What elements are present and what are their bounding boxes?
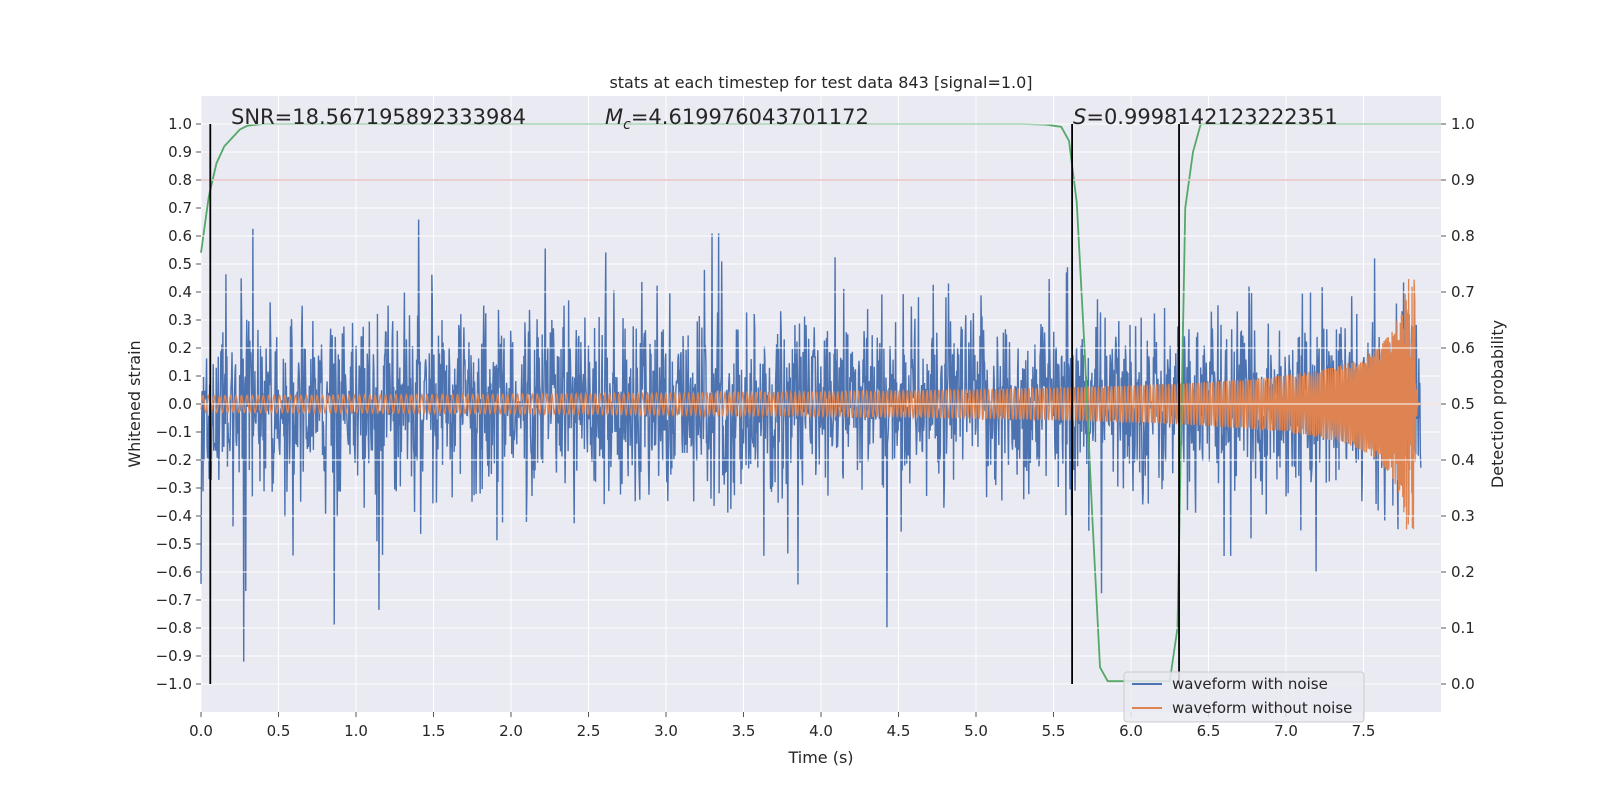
- right-axis-label: Detection probability: [1488, 320, 1507, 488]
- x-tick-label: 3.5: [732, 722, 756, 740]
- y2-tick-label: 0.7: [1451, 283, 1475, 301]
- x-tick-label: 2.5: [577, 722, 601, 740]
- y-tick-label: −0.3: [156, 479, 192, 497]
- y-tick-label: −0.9: [156, 647, 192, 665]
- x-axis-label: Time (s): [787, 748, 853, 767]
- series-detection-probability: [200, 123, 1441, 683]
- legend-box: [1123, 671, 1365, 723]
- chart-title: stats at each timestep for test data 843…: [609, 73, 1032, 92]
- x-tick-label: 6.0: [1119, 722, 1143, 740]
- chirp-mass-symbol: M: [605, 105, 623, 129]
- score-symbol: S: [1073, 105, 1086, 129]
- x-tick-label: 7.5: [1352, 722, 1376, 740]
- chirp-mass-subscript: c: [623, 117, 631, 133]
- y-tick-label: 1.0: [168, 115, 192, 133]
- y-tick-label: −0.6: [156, 563, 192, 581]
- x-tick-label: 0.5: [267, 722, 291, 740]
- legend: waveform with noise waveform without noi…: [1123, 671, 1365, 723]
- score-value: =0.9998142123222351: [1086, 105, 1337, 129]
- y-tick-label: −0.1: [156, 423, 192, 441]
- y2-tick-label: 0.1: [1451, 619, 1475, 637]
- y-tick-label: −0.5: [156, 535, 192, 553]
- snr-annotation: SNR=18.567195892333984: [231, 105, 526, 129]
- y2-tick-label: 0.6: [1451, 339, 1475, 357]
- vertical-markers: [209, 124, 1180, 684]
- x-tick-label: 2.0: [499, 722, 523, 740]
- y-tick-label: 0.1: [168, 367, 192, 385]
- x-tick-label: 7.0: [1274, 722, 1298, 740]
- y2-tick-label: 0.9: [1451, 171, 1475, 189]
- y-tick-label: 0.4: [168, 283, 192, 301]
- y-tick-label: −0.7: [156, 591, 192, 609]
- right-axis-grid: [201, 123, 1441, 685]
- x-tick-label: 5.0: [964, 722, 988, 740]
- y-tick-label: −1.0: [156, 675, 192, 693]
- x-tick-label: 3.0: [654, 722, 678, 740]
- y-tick-label: 0.6: [168, 227, 192, 245]
- chirp-mass-annotation: Mc=4.619976043701172: [605, 105, 869, 133]
- y2-tick-label: 0.8: [1451, 227, 1475, 245]
- y2-tick-label: 0.5: [1451, 395, 1475, 413]
- y-tick-label: 0.2: [168, 339, 192, 357]
- x-tick-label: 0.0: [189, 722, 213, 740]
- y2-tick-label: 0.0: [1451, 675, 1475, 693]
- series-waveform-without-noise: [200, 278, 1441, 530]
- x-tick-label: 4.0: [809, 722, 833, 740]
- right-axis-ticks: 1.0 0.9 0.8 0.7 0.6 0.5 0.4 0.3 0.2 0.1 0.0: [1441, 115, 1475, 693]
- series-waveform-with-noise: [200, 219, 1422, 662]
- legend-label-noisy: waveform with noise: [1172, 675, 1328, 693]
- x-axis-ticks: 0.0 0.5 1.0 1.5 2.0 2.5 3.0 3.5 4.0 4.5 5.0 5.5 6.0 6…: [189, 712, 1375, 740]
- y-tick-label: 0.0: [168, 395, 192, 413]
- y-tick-label: 0.7: [168, 199, 192, 217]
- score-annotation: S=0.9998142123222351: [1073, 105, 1338, 129]
- x-tick-label: 5.5: [1042, 722, 1066, 740]
- x-tick-label: 6.5: [1197, 722, 1221, 740]
- chirp-mass-value: =4.619976043701172: [631, 105, 869, 129]
- y2-tick-label: 0.3: [1451, 507, 1475, 525]
- y-tick-label: 0.8: [168, 171, 192, 189]
- y-tick-label: −0.2: [156, 451, 192, 469]
- y2-tick-label: 0.4: [1451, 451, 1475, 469]
- y2-tick-label: 0.2: [1451, 563, 1475, 581]
- x-tick-label: 1.5: [422, 722, 446, 740]
- x-tick-label: 1.0: [344, 722, 368, 740]
- x-tick-label: 4.5: [887, 722, 911, 740]
- y-axis-ticks: 1.0 0.9 0.8 0.7 0.6 0.5 0.4 0.3 0.2 0.1 0.0 −0.1 −0.…: [156, 115, 201, 693]
- y-tick-label: 0.9: [168, 143, 192, 161]
- y-tick-label: −0.8: [156, 619, 192, 637]
- y-axis-label: Whitened strain: [125, 340, 144, 467]
- y-tick-label: 0.3: [168, 311, 192, 329]
- y-tick-label: 0.5: [168, 255, 192, 273]
- y2-tick-label: 1.0: [1451, 115, 1475, 133]
- y-tick-label: −0.4: [156, 507, 192, 525]
- legend-label-clean: waveform without noise: [1172, 699, 1352, 717]
